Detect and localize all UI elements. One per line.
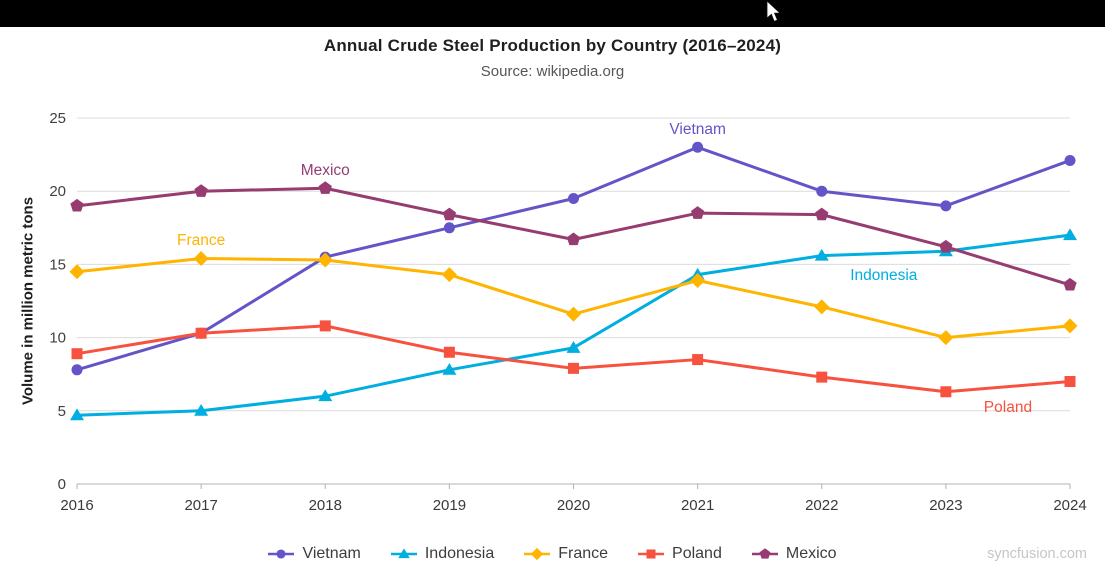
legend-label: Indonesia (424, 545, 495, 562)
x-tick-label: 2017 (184, 497, 217, 514)
chart-subtitle: Source: wikipedia.org (480, 63, 625, 80)
legend-item-poland[interactable]: Poland (638, 545, 722, 563)
legend-label: Vietnam (302, 545, 361, 562)
diamond-marker-icon (524, 547, 551, 561)
series-line-france (69, 251, 1078, 346)
y-tick-label: 0 (58, 476, 66, 493)
legend-item-france[interactable]: France (524, 545, 608, 563)
legend-item-mexico[interactable]: Mexico (751, 545, 837, 563)
legend-label: France (558, 545, 609, 562)
triangle-marker-icon (390, 548, 417, 559)
gridlines: 0 5 10 15 20 25 (49, 110, 1070, 493)
x-tick-label: 2019 (433, 497, 466, 514)
x-tick-label: 2018 (309, 497, 342, 514)
series-line-poland (71, 320, 1076, 398)
x-tick-label: 2024 (1053, 497, 1086, 514)
y-tick-label: 5 (58, 403, 66, 420)
legend-label: Mexico (785, 545, 837, 562)
x-tick-label: 2016 (60, 497, 93, 514)
y-tick-label: 25 (49, 110, 66, 127)
series-line-mexico (70, 181, 1077, 291)
x-axis: 2016 2017 2018 2019 2020 2021 2022 2023 2024 (60, 484, 1087, 514)
x-tick-label: 2020 (557, 497, 590, 514)
x-tick-label: 2021 (681, 497, 714, 514)
circle-marker-icon (268, 549, 295, 559)
series-line-indonesia (70, 228, 1077, 421)
y-tick-label: 20 (49, 183, 66, 200)
chart-legend: Vietnam Indonesia France Poland Mexico (0, 540, 1105, 568)
mouse-cursor-icon (766, 1, 782, 22)
chart-title: Annual Crude Steel Production by Country… (323, 36, 782, 55)
y-tick-label: 15 (49, 256, 66, 273)
x-tick-label: 2023 (929, 497, 962, 514)
legend-item-indonesia[interactable]: Indonesia (390, 545, 495, 563)
pentagon-marker-icon (751, 548, 778, 559)
watermark: syncfusion.com (987, 546, 1087, 562)
square-marker-icon (638, 549, 665, 559)
legend-label: Poland (672, 545, 722, 562)
x-tick-label: 2022 (805, 497, 838, 514)
legend-item-vietnam[interactable]: Vietnam (268, 545, 361, 563)
top-black-bar (0, 0, 1105, 27)
y-tick-label: 10 (49, 330, 66, 347)
